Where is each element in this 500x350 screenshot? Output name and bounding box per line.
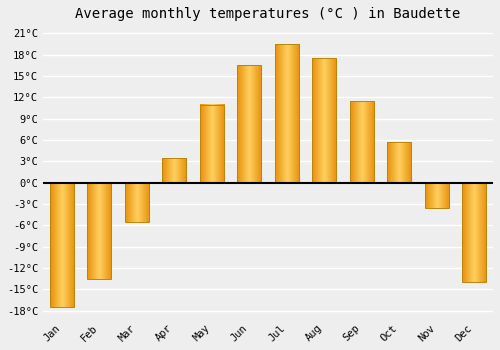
Bar (50, 183, 74, 307)
Bar (237, 65, 262, 183)
Bar (424, 183, 449, 208)
Bar (462, 183, 486, 282)
Bar (87, 183, 112, 279)
Bar (124, 183, 149, 222)
Bar (312, 58, 336, 183)
Bar (387, 142, 411, 183)
Bar (162, 158, 186, 183)
Title: Average monthly temperatures (°C ) in Baudette: Average monthly temperatures (°C ) in Ba… (76, 7, 460, 21)
Bar (274, 44, 299, 183)
Bar (200, 105, 224, 183)
Bar (350, 101, 374, 183)
